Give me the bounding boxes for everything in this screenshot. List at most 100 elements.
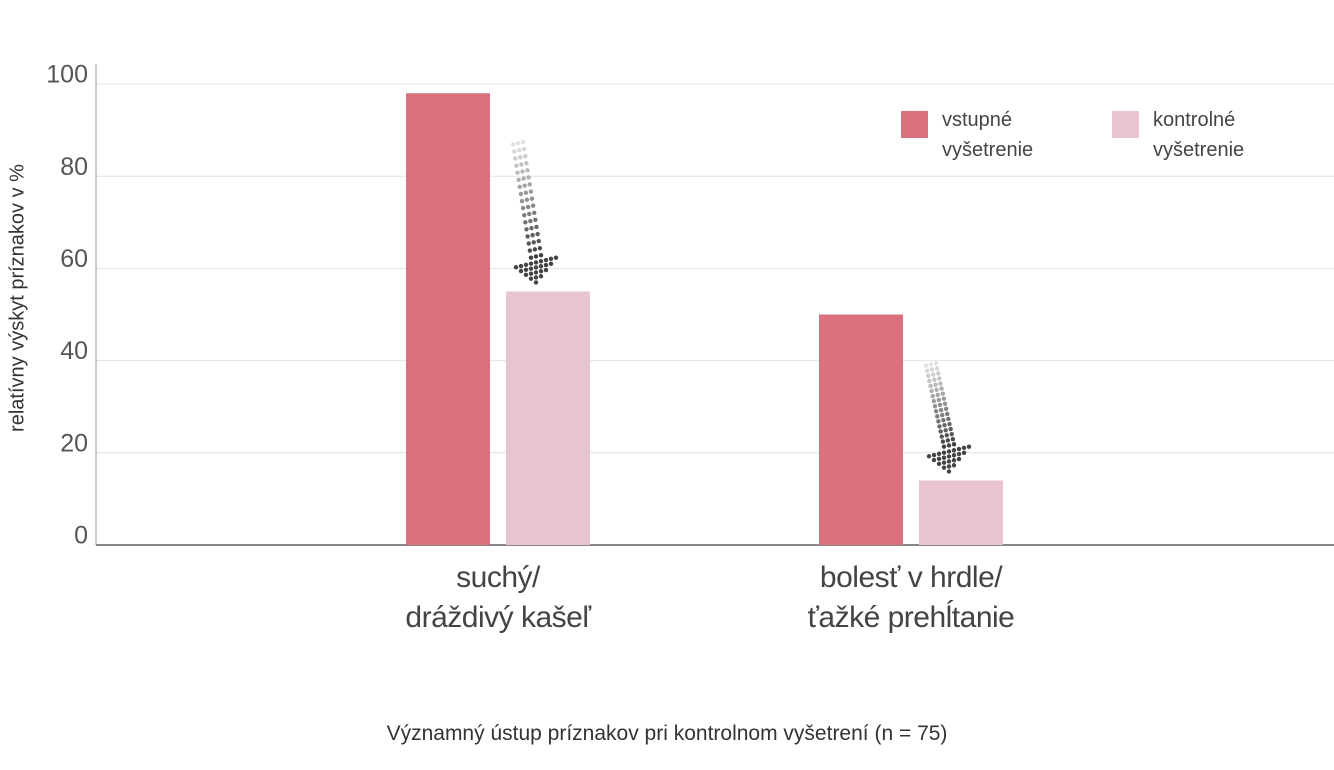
arrow-dot [931, 457, 937, 463]
arrow-dot [543, 262, 549, 268]
arrow-dot [529, 225, 534, 231]
x-tick-label: suchý/ dráždivý kašeľ [405, 561, 591, 634]
arrow-dot [517, 184, 522, 190]
arrow-dot [533, 254, 539, 259]
arrow-dot [518, 191, 524, 197]
arrow-dot [543, 267, 549, 273]
arrow-dot [941, 460, 947, 465]
arrow-dot [515, 170, 520, 175]
arrow-dot [941, 465, 947, 470]
arrow-dot [934, 366, 940, 371]
arrow-dot [941, 450, 947, 455]
bar [406, 93, 490, 545]
arrow-dot [951, 448, 957, 453]
arrow-dot [522, 183, 527, 188]
arrow-dot [943, 428, 948, 433]
arrow-dot [956, 451, 962, 457]
arrow-dot [928, 362, 934, 367]
arrow-dot [951, 442, 957, 447]
arrow-dot [523, 190, 529, 195]
arrow-dot [538, 274, 544, 279]
arrow-dot [966, 444, 972, 449]
arrow-dot [931, 452, 937, 458]
arrow-dot [930, 393, 935, 399]
arrow-dot [533, 265, 539, 270]
arrow-dot [527, 182, 532, 187]
arrow-dot [543, 257, 549, 263]
arrow-dot [530, 203, 536, 208]
arrow-dot [529, 196, 535, 201]
arrow-dot [940, 391, 945, 396]
arrow-dot [929, 388, 934, 394]
arrow-dot [513, 156, 518, 161]
arrow-dot [956, 446, 962, 452]
arrow-dot [946, 449, 952, 454]
arrow-dot [523, 220, 528, 225]
arrow-dot [961, 450, 967, 456]
arrow-dot [548, 261, 554, 267]
arrow-dot [538, 269, 544, 274]
arrow-dot [516, 177, 521, 183]
arrow-dot [943, 406, 949, 412]
arrow-dot [949, 431, 954, 437]
arrow-dot [946, 459, 952, 464]
arrow-dot [533, 275, 539, 280]
arrow-dot [950, 437, 956, 442]
arrow-dot [929, 367, 935, 372]
arrow-dot [535, 231, 540, 237]
arrow-dot [934, 387, 939, 392]
arrow-dot [532, 247, 538, 252]
arrow-dot [533, 270, 539, 275]
arrow-dot [932, 403, 938, 409]
arrow-dot [524, 197, 530, 203]
arrow-dot [931, 372, 936, 377]
arrow-dot [536, 238, 541, 244]
arrow-dot [533, 260, 539, 265]
arrow-dot [948, 426, 953, 432]
arrow-dot [951, 463, 957, 468]
bar [819, 314, 903, 545]
arrow-dot [923, 363, 929, 368]
arrow-dot [947, 421, 952, 427]
arrow-dot [937, 424, 942, 429]
arrow-dot [520, 205, 526, 211]
arrow-dot [926, 454, 932, 459]
arrow-dot [528, 218, 533, 224]
arrow-dot [524, 161, 529, 166]
arrow-dot [548, 256, 554, 262]
arrow-dot [941, 444, 947, 449]
arrow-dot [936, 461, 942, 467]
legend-label: kontrolné vyšetrenie [1153, 109, 1245, 161]
arrow-dot [537, 245, 543, 251]
arrow-dot [941, 417, 946, 423]
arrow-dot [942, 401, 948, 406]
arrow-dot [530, 233, 535, 238]
y-tick-label: 0 [74, 522, 88, 550]
arrow-dot [519, 162, 524, 167]
arrow-dot [527, 211, 532, 217]
arrow-dot [525, 234, 530, 239]
arrow-dot [518, 155, 523, 160]
arrow-dot [936, 456, 942, 462]
arrow-dot [937, 376, 942, 381]
arrow-dot [951, 453, 957, 458]
arrow-dot [516, 148, 522, 153]
arrow-dot [933, 382, 938, 387]
arrow-dot [520, 139, 526, 145]
caption: Významný ústup príznakov pri kontrolnom … [386, 722, 948, 745]
arrow-dot [936, 371, 941, 376]
arrow-dot [941, 396, 947, 401]
arrow-dot [946, 416, 951, 422]
y-axis-title: relatívny výskyt príznakov v % [6, 164, 29, 432]
arrow-dot [522, 212, 527, 218]
arrow-dot [538, 253, 544, 258]
arrow-dot [510, 142, 516, 147]
arrow-dot [513, 265, 519, 270]
arrow-dot [936, 397, 942, 403]
x-tick-label: bolesť v hrdle/ ťažké prehĺtanie [807, 561, 1015, 634]
arrow-dot [533, 280, 539, 285]
legend-label: vstupné vyšetrenie [942, 109, 1034, 161]
arrow-dot [936, 451, 942, 457]
